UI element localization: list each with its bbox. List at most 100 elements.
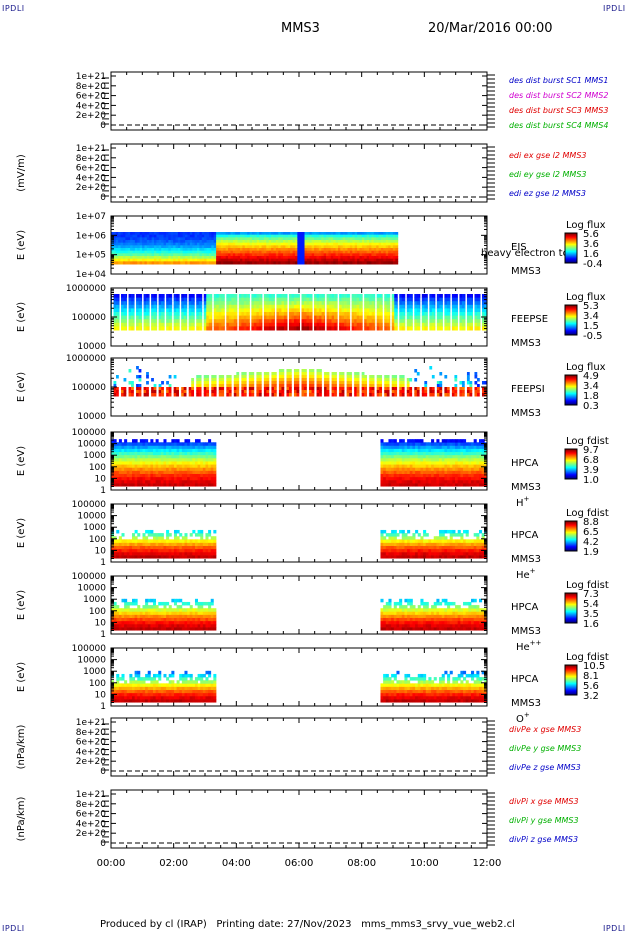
spectrogram-cell (176, 297, 179, 302)
spectrogram-cell (131, 304, 134, 309)
spectrogram-cell (341, 378, 345, 382)
spectrogram-cell (416, 372, 420, 376)
spectrogram-cell (379, 304, 383, 309)
spectrogram-cell (461, 301, 465, 306)
spectrogram-cell (426, 312, 428, 317)
spectrogram-cell (181, 294, 184, 299)
spectrogram-cell (179, 442, 183, 446)
spectrogram-cell (220, 240, 224, 244)
legend-entry: des dist burst SC3 MMS3 (509, 106, 608, 115)
spectrogram-cell (391, 390, 395, 394)
spectrogram-cell (168, 301, 172, 306)
spectrogram-cell (236, 387, 240, 391)
spectrogram-cell (143, 393, 147, 397)
spectrogram-cell (459, 381, 463, 385)
spectrogram-cell (381, 326, 383, 331)
spectrogram-cell (396, 470, 400, 474)
spectrogram-cell (341, 294, 345, 299)
spectrogram-cell (281, 294, 285, 299)
spectrogram-cell (454, 393, 458, 397)
spectrogram-cell (168, 250, 172, 254)
spectrogram-cell (386, 304, 390, 309)
spectrogram-cell (122, 234, 126, 238)
spectrogram-cell (180, 240, 184, 244)
spectrogram-cell (336, 315, 338, 320)
spectrogram-cell (471, 322, 473, 327)
spectrogram-cell (176, 464, 180, 468)
spectrogram-cell (184, 473, 188, 478)
spectrogram-cell (306, 240, 310, 244)
spectrogram-cell (263, 326, 267, 331)
spectrogram-cell (151, 256, 155, 260)
spectrogram-cell (344, 294, 347, 299)
spectrogram-cell (249, 253, 253, 257)
y-tick-label: 6e+20 (76, 164, 107, 174)
spectrogram-cell (390, 237, 394, 241)
spectrogram-cell (221, 312, 225, 317)
spectrogram-cell (236, 375, 240, 379)
spectrogram-cell (330, 245, 334, 249)
spectrogram-cell (218, 245, 222, 249)
spectrogram-cell (373, 250, 377, 254)
spectrogram-cell (454, 304, 458, 309)
spectrogram-cell (151, 242, 155, 246)
spectrogram-cell (223, 294, 225, 299)
spectrogram-cell (187, 448, 191, 453)
spectrogram-cell (201, 258, 205, 262)
spectrogram-cell (201, 248, 205, 252)
spectrogram-cell (297, 250, 301, 254)
spectrogram-cell (416, 301, 420, 306)
spectrogram-cell (129, 464, 133, 468)
spectrogram-cell (244, 240, 248, 244)
spectrogram-cell (189, 457, 193, 462)
spectrogram-cell (113, 464, 117, 468)
spectrogram-cell (309, 256, 313, 260)
spectrogram-cell (121, 322, 124, 327)
colorbar-cell (565, 384, 577, 386)
spectrogram-cell (373, 261, 377, 265)
spectrogram-cell (125, 240, 129, 244)
spectrogram-cell (192, 476, 196, 481)
spectrogram-cell (251, 304, 255, 309)
spectrogram-cell (484, 393, 488, 397)
spectrogram-cell (374, 326, 376, 331)
spectrogram-cell (278, 384, 282, 388)
spectrogram-cell (139, 479, 143, 484)
spectrogram-cell (278, 250, 282, 254)
spectrogram-cell (396, 479, 400, 484)
spectrogram-cell (256, 242, 260, 246)
spectrogram-cell (144, 250, 148, 254)
spectrogram-cell (130, 242, 134, 246)
spectrogram-cell (399, 301, 403, 306)
spectrogram-cell (271, 261, 274, 265)
spectrogram-cell (171, 483, 175, 487)
spectrogram-cell (429, 308, 433, 313)
spectrogram-cell (476, 378, 480, 382)
spectrogram-cell (131, 473, 136, 478)
spectrogram-cell (309, 315, 312, 320)
spectrogram-cell (436, 322, 440, 327)
spectrogram-cell (479, 301, 481, 306)
spectrogram-cell (268, 294, 272, 299)
spectrogram-cell (396, 312, 398, 317)
spectrogram-cell (127, 248, 131, 252)
spectrogram-cell (158, 442, 162, 446)
spectrogram-cell (158, 326, 162, 331)
spectrogram-cell (141, 301, 143, 306)
spectrogram-cell (356, 319, 360, 324)
spectrogram-cell (364, 245, 368, 249)
spectrogram-cell (125, 256, 129, 260)
spectrogram-cell (359, 250, 363, 254)
spectrogram-cell (198, 312, 202, 317)
spectrogram-cell (314, 261, 317, 265)
spectrogram-cell (228, 308, 232, 313)
spectrogram-cell (357, 248, 360, 252)
spectrogram-cell (411, 308, 413, 313)
spectrogram-cell (139, 445, 143, 449)
spectrogram-cell (115, 240, 119, 244)
spectrogram-cell (220, 261, 224, 265)
spectrogram-cell (256, 256, 260, 260)
spectrogram-cell (146, 326, 149, 331)
spectrogram-cell (171, 297, 173, 302)
spectrogram-cell (429, 326, 433, 331)
